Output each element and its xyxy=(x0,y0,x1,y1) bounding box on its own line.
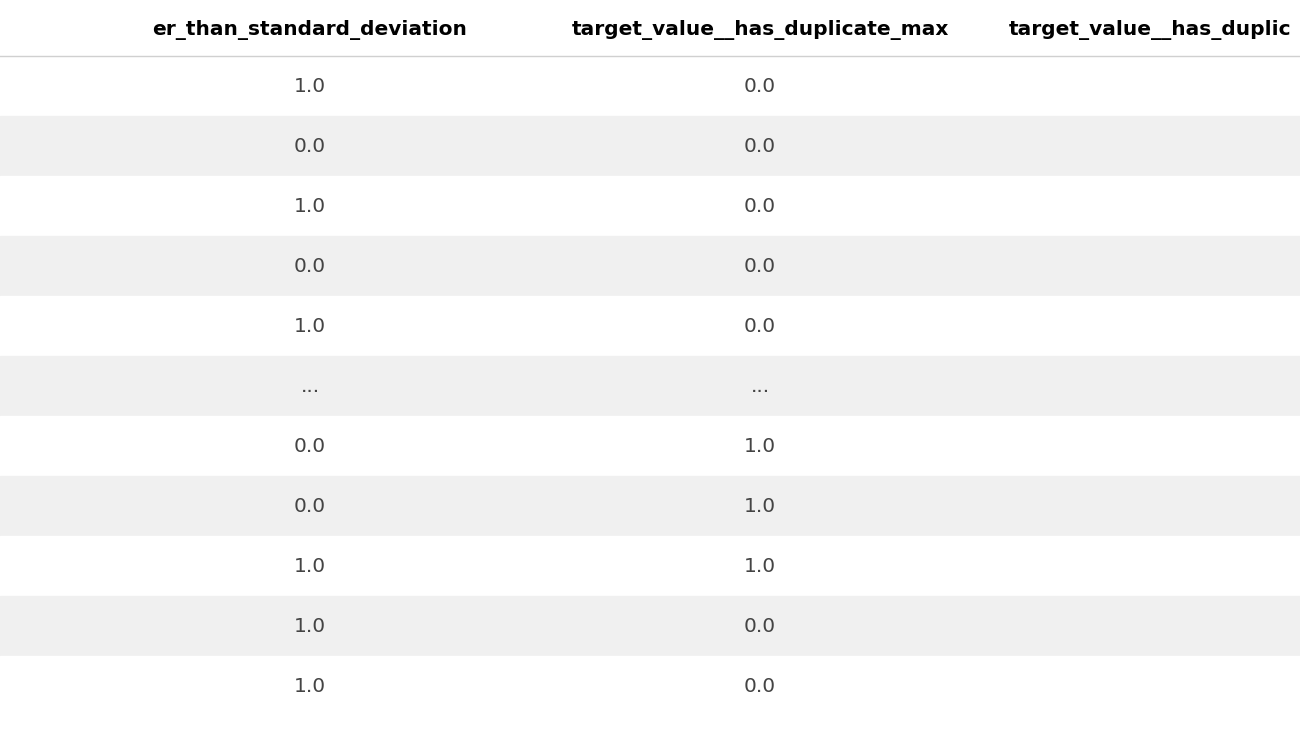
Text: 0.0: 0.0 xyxy=(744,676,776,695)
Bar xyxy=(0,4,1300,56)
Text: 0.0: 0.0 xyxy=(744,317,776,336)
Text: 1.0: 1.0 xyxy=(744,436,776,455)
Text: 0.0: 0.0 xyxy=(744,137,776,156)
Bar xyxy=(0,476,1300,536)
Bar xyxy=(0,116,1300,176)
Bar xyxy=(0,236,1300,296)
Bar xyxy=(0,596,1300,656)
Bar xyxy=(0,536,1300,596)
Text: 1.0: 1.0 xyxy=(744,496,776,515)
Text: er_than_standard_deviation: er_than_standard_deviation xyxy=(152,20,468,40)
Text: target_value__has_duplicate_max: target_value__has_duplicate_max xyxy=(571,20,949,40)
Text: 0.0: 0.0 xyxy=(744,257,776,276)
Text: ...: ... xyxy=(300,376,320,395)
Bar xyxy=(0,716,1300,731)
Text: 1.0: 1.0 xyxy=(294,197,326,216)
Text: 1.0: 1.0 xyxy=(294,676,326,695)
Text: 0.0: 0.0 xyxy=(294,137,326,156)
Bar xyxy=(0,176,1300,236)
Text: 1.0: 1.0 xyxy=(294,77,326,96)
Text: 1.0: 1.0 xyxy=(294,616,326,635)
Text: 0.0: 0.0 xyxy=(294,496,326,515)
Bar xyxy=(0,416,1300,476)
Text: 0.0: 0.0 xyxy=(744,616,776,635)
Text: 1.0: 1.0 xyxy=(294,317,326,336)
Text: 1.0: 1.0 xyxy=(294,556,326,575)
Text: ...: ... xyxy=(750,376,770,395)
Text: target_value__has_duplic: target_value__has_duplic xyxy=(1009,20,1291,40)
Bar xyxy=(0,56,1300,116)
Bar xyxy=(0,296,1300,356)
Text: 1.0: 1.0 xyxy=(744,556,776,575)
Text: 0.0: 0.0 xyxy=(294,257,326,276)
Bar xyxy=(0,656,1300,716)
Bar xyxy=(0,356,1300,416)
Text: 0.0: 0.0 xyxy=(744,77,776,96)
Text: 0.0: 0.0 xyxy=(744,197,776,216)
Text: 0.0: 0.0 xyxy=(294,436,326,455)
